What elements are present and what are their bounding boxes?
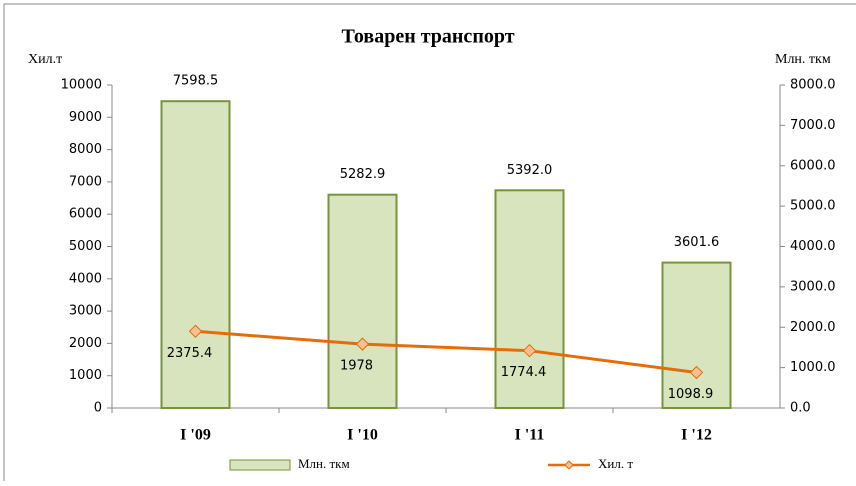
y-tick-label: 7000: [69, 174, 102, 189]
y2-tick-label: 6000.0: [790, 158, 836, 173]
y-tick-label: 5000: [69, 239, 102, 254]
legend-label: Хил. т: [598, 456, 633, 471]
line-marker: [689, 365, 704, 380]
bar-value-label: 5392.0: [507, 163, 553, 178]
x-tick-label: I '11: [515, 427, 545, 444]
legend-label: Млн. ткм: [298, 456, 350, 471]
line-value-label: 2375.4: [167, 346, 213, 361]
line-marker: [188, 324, 203, 338]
bar-value-label: 3601.6: [674, 235, 720, 250]
y2-tick-label: 4000.0: [790, 239, 836, 254]
y-tick-label: 3000: [69, 304, 102, 319]
y-tick-label: 10000: [61, 78, 102, 93]
x-tick-label: I '09: [180, 427, 211, 444]
frame: [3, 3, 856, 486]
bar: [327, 193, 398, 409]
y2-tick-label: 7000.0: [790, 118, 836, 133]
line: [195, 329, 697, 374]
y-tick-label: 4000: [69, 271, 102, 286]
bar: [661, 261, 732, 409]
line-value-label: 1098.9: [668, 387, 714, 402]
y2-tick-label: 3000.0: [790, 279, 836, 294]
x-tick-label: I '12: [681, 427, 712, 444]
y2-tick-label: 2000.0: [790, 320, 836, 335]
y-tick-label: 1000: [69, 368, 102, 383]
y-tick-label: 8000: [69, 142, 102, 157]
bar: [494, 189, 565, 409]
legend-marker: [564, 460, 574, 470]
y2-tick-label: 0.0: [790, 401, 811, 416]
y2-tick-label: 8000.0: [790, 78, 836, 93]
y-tick-label: 0: [94, 401, 102, 416]
y-tick-label: 9000: [69, 110, 102, 125]
bar: [160, 100, 231, 409]
y2-axis-title: Млн. ткм: [775, 52, 831, 67]
y-tick-label: 6000: [69, 207, 102, 222]
line-value-label: 1978: [340, 359, 373, 374]
y2-tick-label: 1000.0: [790, 360, 836, 375]
bar-value-label: 7598.5: [173, 74, 219, 89]
legend-swatch: [229, 459, 291, 471]
y-axis-title: Хил.т: [28, 52, 62, 67]
line-marker: [522, 343, 537, 358]
chart-title: Товарен транспорт: [341, 26, 514, 48]
line-marker: [355, 337, 370, 351]
y2-tick-label: 5000.0: [790, 199, 836, 214]
x-tick-label: I '10: [347, 427, 378, 444]
line-value-label: 1774.4: [501, 365, 547, 380]
y-tick-label: 2000: [69, 336, 102, 351]
bar-value-label: 5282.9: [340, 167, 386, 182]
